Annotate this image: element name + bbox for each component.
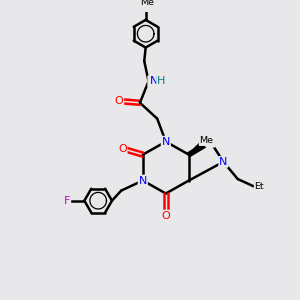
- Text: Me: Me: [140, 0, 154, 7]
- Text: Et: Et: [255, 182, 264, 191]
- Text: N: N: [139, 176, 147, 185]
- Text: NH: NH: [148, 76, 165, 86]
- Text: N: N: [206, 137, 214, 147]
- Text: O: O: [161, 211, 170, 220]
- Text: O: O: [115, 96, 123, 106]
- Text: N: N: [162, 137, 170, 147]
- Text: N: N: [150, 76, 158, 86]
- Text: N: N: [219, 157, 228, 167]
- Text: O: O: [118, 144, 127, 154]
- Text: H: H: [157, 76, 165, 86]
- Text: Me: Me: [200, 136, 214, 145]
- Text: F: F: [64, 196, 70, 206]
